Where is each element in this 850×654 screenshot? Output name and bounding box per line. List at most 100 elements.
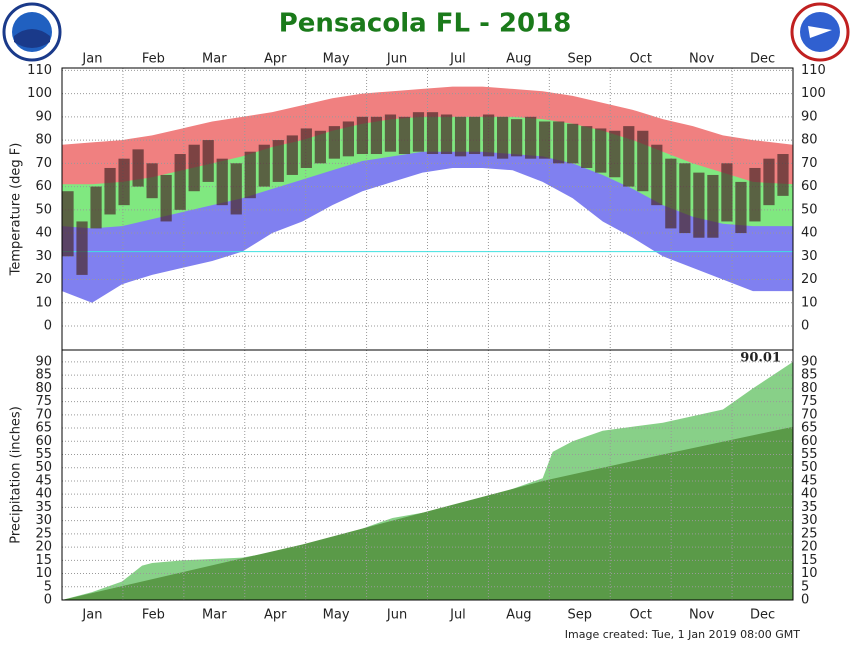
y-tick-label: 25: [35, 526, 52, 541]
y-tick-label: 65: [35, 421, 52, 436]
y-tick-label-right: 0: [801, 319, 809, 334]
month-label: Oct: [629, 608, 651, 623]
y-tick-label: 20: [35, 540, 52, 555]
month-label: Oct: [629, 52, 651, 67]
month-label: Aug: [506, 608, 531, 623]
month-label: Jan: [81, 608, 102, 623]
y-tick-label: 35: [35, 500, 52, 515]
observed-range: [525, 116, 537, 159]
observed-range: [216, 158, 228, 206]
observed-range: [62, 191, 74, 257]
y-tick-label: 60: [35, 179, 52, 194]
observed-range: [314, 130, 326, 164]
observed-range: [90, 186, 102, 229]
y-tick-label-right: 15: [801, 553, 818, 568]
observed-range: [623, 126, 635, 187]
observed-range: [104, 167, 116, 215]
observed-range: [398, 116, 411, 155]
y-tick-label-right: 90: [801, 354, 818, 369]
observed-range: [567, 123, 579, 164]
month-label: Apr: [264, 608, 287, 623]
y-tick-label-right: 90: [801, 109, 818, 124]
plot-frame: [61, 349, 794, 601]
y-tick-label: 80: [35, 133, 52, 148]
y-tick-label: 20: [35, 272, 52, 287]
y-tick-label-right: 30: [801, 249, 818, 264]
observed-range: [146, 163, 158, 199]
y-tick-label: 80: [35, 381, 52, 396]
observed-range: [412, 112, 425, 152]
y-tick-label: 90: [35, 354, 52, 369]
month-label: Sep: [568, 52, 593, 67]
observed-range: [777, 154, 789, 196]
month-label: Jul: [449, 52, 466, 67]
y-tick-label-right: 85: [801, 368, 818, 383]
y-tick-label-right: 35: [801, 500, 818, 515]
y-tick-label-right: 65: [801, 421, 818, 436]
y-tick-label: 70: [35, 156, 52, 171]
y-tick-label-right: 80: [801, 381, 818, 396]
observed-range: [511, 119, 523, 157]
chart-title: Pensacola FL - 2018: [279, 9, 572, 39]
y-tick-label-right: 40: [801, 487, 818, 502]
month-label: May: [323, 608, 350, 623]
y-tick-label-right: 110: [801, 63, 826, 78]
month-label: Jun: [386, 52, 407, 67]
observed-range: [735, 181, 747, 234]
y-tick-label: 0: [44, 593, 52, 608]
observed-range: [118, 158, 130, 206]
month-label: Nov: [689, 52, 715, 67]
y-tick-label-right: 25: [801, 526, 818, 541]
observed-range: [637, 130, 649, 192]
y-tick-label: 90: [35, 109, 52, 124]
y-tick-label-right: 45: [801, 473, 818, 488]
observed-range: [328, 126, 340, 159]
month-label: Apr: [264, 52, 287, 67]
observed-range: [553, 121, 565, 164]
y-tick-label-right: 55: [801, 447, 818, 462]
month-label: Jan: [81, 52, 102, 67]
observed-range: [651, 144, 663, 206]
month-label: Feb: [142, 608, 165, 623]
y-tick-label: 40: [35, 226, 52, 241]
observed-range: [286, 135, 298, 175]
observed-range: [76, 221, 88, 275]
observed-range: [595, 128, 607, 173]
observed-range: [370, 116, 383, 155]
y-tick-label-right: 5: [801, 579, 809, 594]
observed-range: [426, 112, 439, 155]
observed-range: [160, 174, 172, 222]
y-tick-label-right: 60: [801, 434, 818, 449]
observed-range: [384, 114, 397, 152]
y-tick-label-right: 50: [801, 460, 818, 475]
observed-range: [721, 163, 733, 222]
month-label: Feb: [142, 52, 165, 67]
y-tick-label: 50: [35, 202, 52, 217]
y-tick-label: 10: [35, 295, 52, 310]
y-tick-label-right: 100: [801, 86, 826, 101]
band-area: [62, 167, 793, 350]
y-tick-label-right: 10: [801, 566, 818, 581]
y-tick-label: 30: [35, 513, 52, 528]
y-axis-label: Temperature (deg F): [9, 143, 24, 277]
y-tick-label: 55: [35, 447, 52, 462]
month-label: May: [323, 52, 350, 67]
observed-range: [230, 163, 242, 215]
month-label: Dec: [750, 608, 775, 623]
y-tick-label-right: 70: [801, 156, 818, 171]
observed-range: [454, 116, 467, 157]
y-tick-label: 60: [35, 434, 52, 449]
observed-range: [496, 116, 509, 159]
month-label: Aug: [506, 52, 531, 67]
y-tick-label: 110: [27, 63, 52, 78]
observed-range: [707, 174, 719, 238]
observed-range: [188, 144, 200, 192]
y-tick-label: 0: [44, 319, 52, 334]
footer: Image created: Tue, 1 Jan 2019 08:00 GMT: [565, 628, 800, 641]
y-tick-label: 75: [35, 394, 52, 409]
y-tick-label-right: 0: [801, 593, 809, 608]
y-tick-label-right: 30: [801, 513, 818, 528]
observed-range: [132, 149, 144, 187]
y-tick-label: 40: [35, 487, 52, 502]
